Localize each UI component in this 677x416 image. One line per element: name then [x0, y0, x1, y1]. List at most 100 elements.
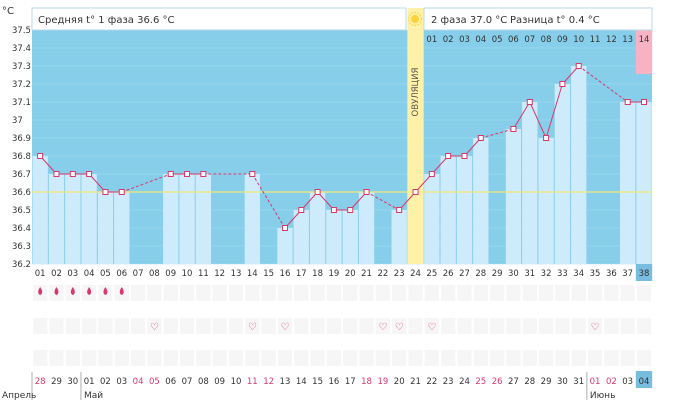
temperature-point[interactable]	[118, 189, 125, 195]
heart-cell[interactable]	[81, 318, 97, 334]
temperature-point[interactable]	[200, 171, 207, 177]
temperature-point[interactable]	[641, 99, 647, 105]
temperature-point[interactable]	[167, 171, 174, 177]
bleeding-cell[interactable]	[424, 285, 439, 301]
note-cell[interactable]	[571, 350, 586, 366]
heart-cell[interactable]	[326, 318, 342, 334]
heart-cell[interactable]	[441, 318, 456, 334]
bleeding-cell[interactable]	[326, 285, 342, 301]
bleeding-cell[interactable]	[489, 285, 505, 301]
temperature-point[interactable]	[298, 207, 305, 213]
note-cell[interactable]	[245, 350, 260, 366]
bleeding-cell[interactable]	[522, 285, 537, 301]
bleeding-cell[interactable]	[473, 285, 488, 301]
note-cell[interactable]	[65, 350, 80, 366]
heart-cell[interactable]	[310, 318, 325, 334]
temperature-point[interactable]	[575, 63, 582, 69]
bleeding-cell[interactable]	[457, 285, 472, 301]
temperature-point[interactable]	[526, 99, 533, 105]
heart-cell[interactable]	[147, 318, 162, 334]
heart-cell[interactable]	[277, 318, 293, 334]
heart-cell[interactable]	[424, 318, 439, 334]
heart-cell[interactable]	[457, 318, 472, 334]
temperature-point[interactable]	[624, 99, 631, 105]
note-cell[interactable]	[457, 350, 472, 366]
temperature-point[interactable]	[543, 135, 550, 141]
heart-cell[interactable]	[294, 318, 309, 334]
heart-cell[interactable]	[408, 318, 423, 334]
note-cell[interactable]	[147, 350, 162, 366]
heart-cell[interactable]	[522, 318, 537, 334]
heart-cell[interactable]	[114, 318, 129, 334]
note-cell[interactable]	[228, 350, 244, 366]
heart-cell[interactable]	[636, 318, 652, 334]
note-cell[interactable]	[326, 350, 342, 366]
bleeding-cell[interactable]	[196, 285, 211, 301]
temperature-point[interactable]	[249, 171, 256, 177]
heart-cell[interactable]	[179, 318, 195, 334]
temperature-point[interactable]	[281, 225, 288, 231]
note-cell[interactable]	[522, 350, 537, 366]
note-cell[interactable]	[212, 350, 227, 366]
bleeding-cell[interactable]	[277, 285, 293, 301]
bleeding-cell[interactable]	[147, 285, 162, 301]
heart-cell[interactable]	[620, 318, 635, 334]
heart-cell[interactable]	[33, 318, 48, 334]
note-cell[interactable]	[277, 350, 293, 366]
heart-cell[interactable]	[571, 318, 586, 334]
bleeding-cell[interactable]	[408, 285, 423, 301]
heart-cell[interactable]	[98, 318, 113, 334]
bleeding-cell[interactable]	[441, 285, 456, 301]
note-cell[interactable]	[130, 350, 146, 366]
heart-cell[interactable]	[392, 318, 407, 334]
heart-cell[interactable]	[343, 318, 358, 334]
note-cell[interactable]	[538, 350, 554, 366]
bleeding-cell[interactable]	[392, 285, 407, 301]
note-cell[interactable]	[506, 350, 521, 366]
note-cell[interactable]	[604, 350, 619, 366]
note-cell[interactable]	[179, 350, 195, 366]
note-cell[interactable]	[620, 350, 635, 366]
heart-cell[interactable]	[375, 318, 391, 334]
bleeding-cell[interactable]	[212, 285, 227, 301]
bleeding-cell[interactable]	[604, 285, 619, 301]
temperature-point[interactable]	[445, 153, 452, 159]
bleeding-cell[interactable]	[245, 285, 260, 301]
note-cell[interactable]	[359, 350, 374, 366]
note-cell[interactable]	[163, 350, 178, 366]
temperature-point[interactable]	[314, 189, 321, 195]
heart-cell[interactable]	[538, 318, 554, 334]
note-cell[interactable]	[343, 350, 358, 366]
heart-cell[interactable]	[65, 318, 80, 334]
note-cell[interactable]	[441, 350, 456, 366]
bleeding-cell[interactable]	[179, 285, 195, 301]
heart-cell[interactable]	[604, 318, 619, 334]
temperature-point[interactable]	[477, 135, 484, 141]
bleeding-cell[interactable]	[555, 285, 570, 301]
bleeding-cell[interactable]	[163, 285, 178, 301]
heart-cell[interactable]	[130, 318, 146, 334]
note-cell[interactable]	[392, 350, 407, 366]
heart-cell[interactable]	[359, 318, 374, 334]
note-cell[interactable]	[294, 350, 309, 366]
note-cell[interactable]	[261, 350, 276, 366]
heart-cell[interactable]	[163, 318, 178, 334]
heart-cell[interactable]	[245, 318, 260, 334]
note-cell[interactable]	[424, 350, 439, 366]
note-cell[interactable]	[587, 350, 603, 366]
heart-cell[interactable]	[196, 318, 211, 334]
temperature-point[interactable]	[102, 189, 109, 195]
temperature-point[interactable]	[363, 189, 370, 195]
temperature-point[interactable]	[396, 207, 403, 213]
heart-cell[interactable]	[228, 318, 244, 334]
bleeding-cell[interactable]	[620, 285, 635, 301]
temperature-point[interactable]	[347, 207, 354, 213]
bleeding-cell[interactable]	[228, 285, 244, 301]
note-cell[interactable]	[49, 350, 64, 366]
bleeding-cell[interactable]	[571, 285, 586, 301]
note-cell[interactable]	[81, 350, 97, 366]
bleeding-cell[interactable]	[506, 285, 521, 301]
heart-cell[interactable]	[506, 318, 521, 334]
bleeding-cell[interactable]	[538, 285, 554, 301]
bleeding-cell[interactable]	[636, 285, 652, 301]
